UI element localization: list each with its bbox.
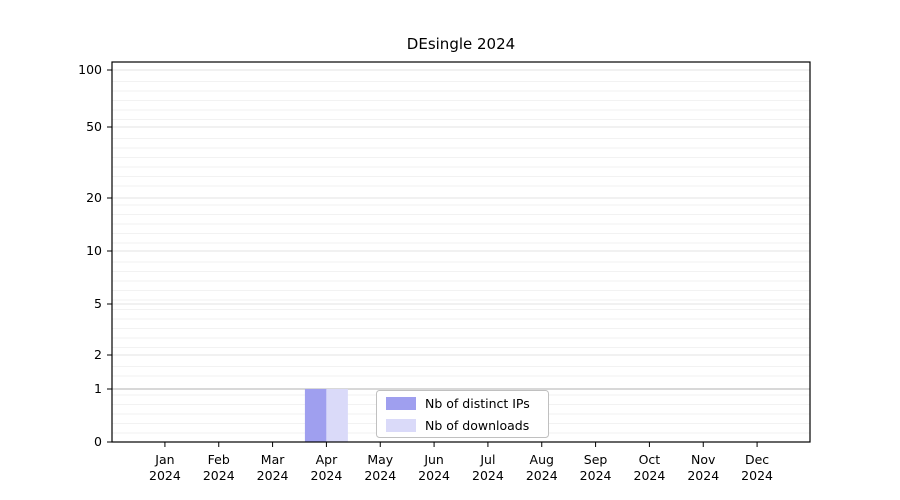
x-tick-label-month: Mar xyxy=(261,452,285,467)
x-tick-label-month: Aug xyxy=(530,452,554,467)
legend-swatch-distinct-ips xyxy=(386,397,416,410)
x-tick-label-month: Jun xyxy=(423,452,444,467)
y-tick-label: 50 xyxy=(86,119,102,134)
bar-downloads xyxy=(326,389,348,442)
y-tick-label: 10 xyxy=(86,243,102,258)
x-tick-label-year: 2024 xyxy=(257,468,289,483)
plot-border xyxy=(111,61,811,443)
legend-box xyxy=(376,390,549,438)
x-tick-label-month: May xyxy=(367,452,393,467)
x-tick-label-year: 2024 xyxy=(634,468,666,483)
x-tick-label-year: 2024 xyxy=(526,468,558,483)
bar-distinct-ips xyxy=(304,389,327,442)
y-tick-label: 0 xyxy=(94,434,102,449)
legend-swatch-downloads xyxy=(386,419,416,432)
x-tick-label-year: 2024 xyxy=(203,468,235,483)
y-tick-label: 2 xyxy=(94,347,102,362)
x-tick-label-month: Feb xyxy=(208,452,230,467)
x-tick-label-month: Sep xyxy=(584,452,608,467)
y-tick-label: 100 xyxy=(78,62,102,77)
chart-title: DEsingle 2024 xyxy=(407,35,515,53)
legend-label-distinct-ips: Nb of distinct IPs xyxy=(425,396,530,411)
x-tick-label-month: Jan xyxy=(154,452,174,467)
x-tick-label-year: 2024 xyxy=(580,468,612,483)
legend: Nb of distinct IPs Nb of downloads xyxy=(376,390,549,438)
x-tick-label-year: 2024 xyxy=(472,468,504,483)
x-tick-label-year: 2024 xyxy=(149,468,181,483)
x-tick-label-month: Apr xyxy=(316,452,338,467)
x-tick-label-year: 2024 xyxy=(364,468,396,483)
x-tick-label-year: 2024 xyxy=(418,468,450,483)
x-tick-label-month: Jul xyxy=(479,452,495,467)
y-tick-label: 1 xyxy=(94,381,102,396)
legend-label-downloads: Nb of downloads xyxy=(425,418,529,433)
x-tick-label-year: 2024 xyxy=(741,468,773,483)
y-tick-label: 5 xyxy=(94,296,102,311)
x-tick-label-month: Dec xyxy=(745,452,769,467)
y-tick-label: 20 xyxy=(86,190,102,205)
x-tick-label-month: Oct xyxy=(639,452,661,467)
x-tick-label-year: 2024 xyxy=(687,468,719,483)
x-tick-label-year: 2024 xyxy=(311,468,343,483)
x-tick-label-month: Nov xyxy=(691,452,716,467)
